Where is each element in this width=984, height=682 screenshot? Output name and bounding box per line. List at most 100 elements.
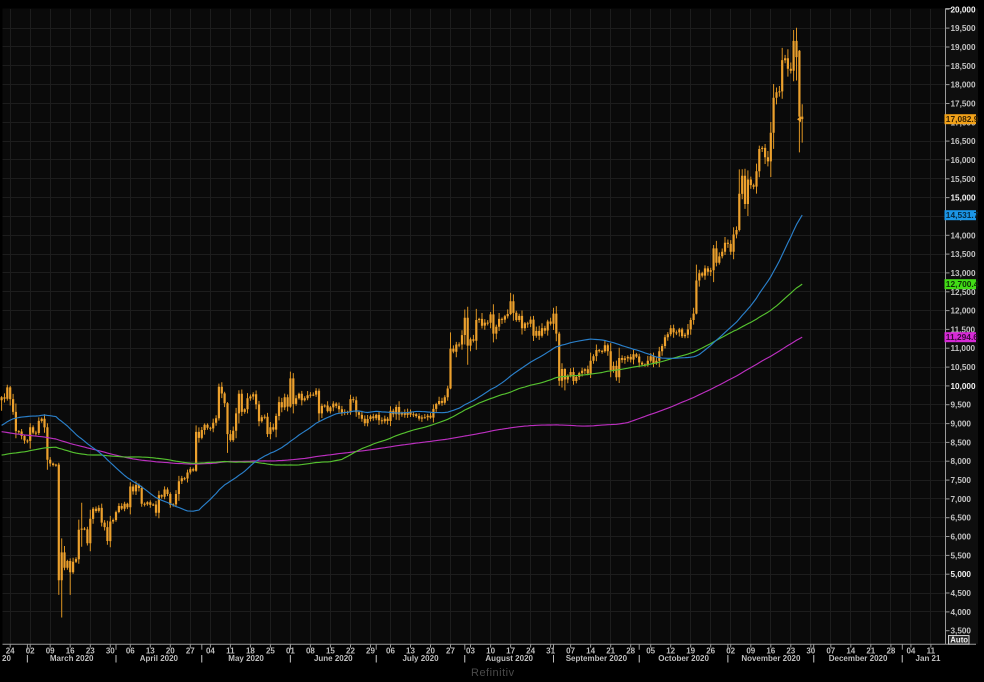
svg-text:8,000: 8,000 [951, 457, 972, 466]
svg-text:7,500: 7,500 [951, 476, 972, 485]
svg-text:20: 20 [2, 654, 11, 663]
svg-text:Jan 21: Jan 21 [916, 654, 941, 663]
svg-text:07: 07 [826, 647, 835, 656]
svg-text:09: 09 [746, 647, 755, 656]
svg-text:24: 24 [6, 647, 15, 656]
svg-text:November 2020: November 2020 [741, 654, 801, 663]
svg-text:18: 18 [246, 647, 255, 656]
svg-text:04: 04 [206, 647, 215, 656]
svg-text:18,000: 18,000 [951, 81, 976, 90]
svg-text:5,000: 5,000 [951, 570, 972, 579]
svg-text:08: 08 [306, 647, 315, 656]
svg-text:|: | [464, 654, 466, 663]
svg-text:12,500: 12,500 [951, 288, 976, 297]
svg-text:13,500: 13,500 [951, 250, 976, 259]
svg-text:6,500: 6,500 [951, 514, 972, 523]
svg-text:26: 26 [706, 647, 715, 656]
svg-text:|: | [552, 654, 554, 663]
svg-text:|: | [375, 654, 377, 663]
svg-text:13: 13 [146, 647, 155, 656]
svg-text:20: 20 [426, 647, 435, 656]
svg-text:4,000: 4,000 [951, 608, 972, 617]
svg-text:22: 22 [346, 647, 355, 656]
svg-text:|: | [26, 654, 28, 663]
svg-text:Auto: Auto [950, 636, 968, 645]
svg-text:31: 31 [546, 647, 555, 656]
svg-text:|: | [201, 654, 203, 663]
svg-text:24: 24 [526, 647, 535, 656]
svg-text:7,000: 7,000 [951, 495, 972, 504]
svg-text:02: 02 [726, 647, 735, 656]
svg-text:December 2020: December 2020 [829, 654, 888, 663]
svg-text:|: | [289, 654, 291, 663]
svg-text:May 2020: May 2020 [228, 654, 264, 663]
svg-text:16,500: 16,500 [951, 137, 976, 146]
svg-text:6,000: 6,000 [951, 533, 972, 542]
svg-text:14: 14 [846, 647, 855, 656]
svg-text:11,500: 11,500 [951, 325, 976, 334]
svg-text:March 2020: March 2020 [50, 654, 94, 663]
svg-text:05: 05 [646, 647, 655, 656]
svg-text:10,000: 10,000 [951, 382, 976, 391]
svg-text:8,500: 8,500 [951, 438, 972, 447]
svg-text:14: 14 [586, 647, 595, 656]
svg-text:September 2020: September 2020 [566, 654, 628, 663]
svg-text:11,294.6: 11,294.6 [946, 332, 978, 342]
svg-text:02: 02 [26, 647, 35, 656]
svg-text:17,082.9: 17,082.9 [946, 114, 979, 124]
svg-text:|: | [115, 654, 117, 663]
svg-text:13: 13 [406, 647, 415, 656]
svg-text:28: 28 [626, 647, 635, 656]
svg-text:9,000: 9,000 [951, 420, 972, 429]
svg-text:July 2020: July 2020 [402, 654, 439, 663]
svg-text:15: 15 [326, 647, 335, 656]
svg-text:20: 20 [166, 647, 175, 656]
svg-text:19,500: 19,500 [951, 24, 976, 33]
svg-text:17: 17 [506, 647, 515, 656]
svg-text:12,700.4: 12,700.4 [946, 279, 979, 289]
svg-text:13,000: 13,000 [951, 269, 976, 278]
svg-text:27: 27 [186, 647, 195, 656]
svg-text:16: 16 [66, 647, 75, 656]
svg-text:16,000: 16,000 [951, 156, 976, 165]
svg-text:9,500: 9,500 [951, 401, 972, 410]
svg-text:23: 23 [786, 647, 795, 656]
svg-text:29: 29 [366, 647, 375, 656]
svg-text:12: 12 [666, 647, 675, 656]
svg-text:11: 11 [226, 647, 235, 656]
svg-text:|: | [638, 654, 640, 663]
svg-text:04: 04 [906, 647, 915, 656]
svg-text:21: 21 [606, 647, 615, 656]
svg-text:19: 19 [686, 647, 695, 656]
svg-text:23: 23 [86, 647, 95, 656]
svg-text:16: 16 [766, 647, 775, 656]
svg-text:June 2020: June 2020 [314, 654, 353, 663]
svg-text:5,500: 5,500 [951, 551, 972, 560]
svg-text:30: 30 [106, 647, 115, 656]
svg-text:15,000: 15,000 [951, 194, 976, 203]
svg-text:18,500: 18,500 [951, 62, 976, 71]
svg-text:21: 21 [866, 647, 875, 656]
svg-text:15,500: 15,500 [951, 175, 976, 184]
svg-text:Refinitiv: Refinitiv [471, 667, 515, 679]
svg-text:20,000: 20,000 [951, 5, 976, 14]
svg-text:3,500: 3,500 [951, 627, 972, 636]
svg-text:17,500: 17,500 [951, 100, 976, 109]
svg-text:30: 30 [806, 647, 815, 656]
svg-text:|: | [813, 654, 815, 663]
svg-text:August 2020: August 2020 [485, 654, 533, 663]
svg-text:14,531.7: 14,531.7 [946, 210, 979, 220]
svg-text:01: 01 [286, 647, 295, 656]
svg-text:25: 25 [266, 647, 275, 656]
svg-text:10,500: 10,500 [951, 363, 976, 372]
svg-text:October 2020: October 2020 [658, 654, 709, 663]
svg-text:12,000: 12,000 [951, 307, 976, 316]
svg-text:28: 28 [886, 647, 895, 656]
svg-text:03: 03 [466, 647, 475, 656]
svg-text:06: 06 [386, 647, 395, 656]
svg-text:11: 11 [927, 647, 936, 656]
svg-text:11,000: 11,000 [951, 344, 976, 353]
svg-text:14,000: 14,000 [951, 231, 976, 240]
svg-text:06: 06 [126, 647, 135, 656]
svg-text:|: | [727, 654, 729, 663]
